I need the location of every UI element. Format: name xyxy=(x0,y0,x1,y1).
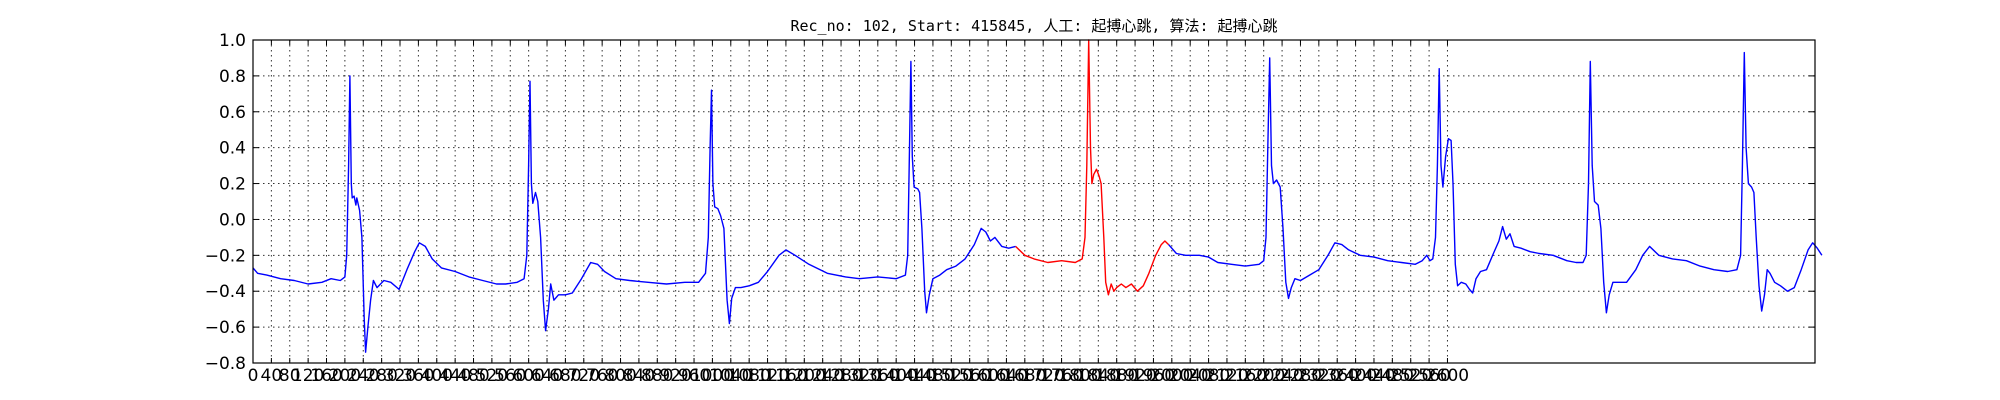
x-tick-label: 2160 xyxy=(1224,366,1267,386)
x-tick-label: 2320 xyxy=(1297,366,1340,386)
y-axis: 1.0 0.8 0.6 0.4 0.2 0.0 −0.2 −0.4 −0.6 −0.8 xyxy=(205,31,1815,374)
x-tick-label: 760 xyxy=(586,366,618,386)
y-tick-label: −0.8 xyxy=(205,354,246,374)
x-tick-label: 360 xyxy=(402,366,434,386)
x-tick-label: 240 xyxy=(347,366,379,386)
x-tick-label: 2360 xyxy=(1316,366,1359,386)
x-tick-label: 1640 xyxy=(985,366,1028,386)
x-tick-label: 200 xyxy=(329,366,361,386)
x-tick-label: 2280 xyxy=(1279,366,1322,386)
x-tick-label: 1240 xyxy=(801,366,844,386)
x-tick-label: 280 xyxy=(365,366,397,386)
x-tick-label: 1040 xyxy=(709,366,752,386)
x-tick-label: 80 xyxy=(279,366,301,386)
x-tick-label: 1000 xyxy=(691,366,734,386)
x-tick-label: 320 xyxy=(384,366,416,386)
x-tick-label: 1680 xyxy=(1003,366,1046,386)
x-tick-label: 2080 xyxy=(1187,366,1230,386)
y-tick-label: 0.2 xyxy=(219,175,246,195)
y-tick-label: 0.0 xyxy=(219,210,246,230)
x-tick-label: 0 xyxy=(248,366,259,386)
x-tick-label: 600 xyxy=(512,366,544,386)
x-tick-label: 1320 xyxy=(838,366,881,386)
x-tick-label: 640 xyxy=(531,366,563,386)
x-tick-label: 1480 xyxy=(911,366,954,386)
x-tick-label: 920 xyxy=(659,366,691,386)
x-tick-label: 2520 xyxy=(1389,366,1432,386)
x-tick-label: 1760 xyxy=(1040,366,1083,386)
y-tick-label: 0.8 xyxy=(219,67,246,87)
series-line-0 xyxy=(252,60,1016,353)
x-tick-label: 2400 xyxy=(1334,366,1377,386)
y-tick-label: −0.4 xyxy=(205,282,246,302)
x-tick-label: 1840 xyxy=(1077,366,1120,386)
y-tick-label: −0.2 xyxy=(205,246,246,266)
x-tick-label: 1600 xyxy=(966,366,1009,386)
x-tick-label: 2440 xyxy=(1352,366,1395,386)
x-tick-label: 680 xyxy=(549,366,581,386)
chart-title: Rec_no: 102, Start: 415845, 人工: 起搏心跳, 算法… xyxy=(790,17,1277,35)
x-tick-label: 1120 xyxy=(746,366,789,386)
x-tick-label: 800 xyxy=(604,366,636,386)
x-tick-label: 2120 xyxy=(1205,366,1248,386)
x-tick-label: 840 xyxy=(623,366,655,386)
x-tick-label: 1960 xyxy=(1132,366,1175,386)
x-tick-label: 2600 xyxy=(1426,366,1469,386)
x-tick-label: 1720 xyxy=(1022,366,1065,386)
y-tick-label: 0.6 xyxy=(219,103,246,123)
x-tick-label: 400 xyxy=(421,366,453,386)
x-tick-label: 1560 xyxy=(948,366,991,386)
x-tick-label: 480 xyxy=(457,366,489,386)
plot-area xyxy=(252,39,1816,364)
x-tick-label: 40 xyxy=(261,366,283,386)
x-tick-label: 1800 xyxy=(1058,366,1101,386)
x-tick-label: 560 xyxy=(494,366,526,386)
x-tick-label: 1360 xyxy=(856,366,899,386)
x-tick-label: 960 xyxy=(678,366,710,386)
x-tick-label: 120 xyxy=(292,366,324,386)
x-tick-label: 520 xyxy=(476,366,508,386)
x-tick-label: 1280 xyxy=(819,366,862,386)
x-tick-label: 1200 xyxy=(783,366,826,386)
x-tick-label: 880 xyxy=(641,366,673,386)
x-tick-label: 160 xyxy=(310,366,342,386)
y-tick-label: 0.4 xyxy=(219,139,246,159)
series-line-1 xyxy=(1015,39,1170,296)
x-tick-label: 440 xyxy=(439,366,471,386)
x-tick-label: 1400 xyxy=(875,366,918,386)
x-tick-label: 1080 xyxy=(728,366,771,386)
x-tick-label: 2040 xyxy=(1169,366,1212,386)
x-tick-label: 2240 xyxy=(1260,366,1303,386)
x-tick-label: 1880 xyxy=(1095,366,1138,386)
x-tick-label: 2000 xyxy=(1150,366,1193,386)
x-tick-label: 2200 xyxy=(1242,366,1285,386)
x-tick-label: 2560 xyxy=(1407,366,1450,386)
x-tick-label: 2480 xyxy=(1371,366,1414,386)
y-tick-label: 1.0 xyxy=(219,31,246,51)
grid-layer xyxy=(252,39,1815,364)
series-line-2 xyxy=(1168,51,1823,314)
series-layer xyxy=(252,39,1823,353)
x-axis: 0 408012016020024028032036040044048052056… xyxy=(248,40,1469,386)
x-tick-label: 1920 xyxy=(1113,366,1156,386)
x-tick-label: 1520 xyxy=(930,366,973,386)
x-tick-label: 720 xyxy=(568,366,600,386)
x-tick-label: 1440 xyxy=(893,366,936,386)
y-tick-label: −0.6 xyxy=(205,318,246,338)
x-tick-label: 1160 xyxy=(764,366,807,386)
